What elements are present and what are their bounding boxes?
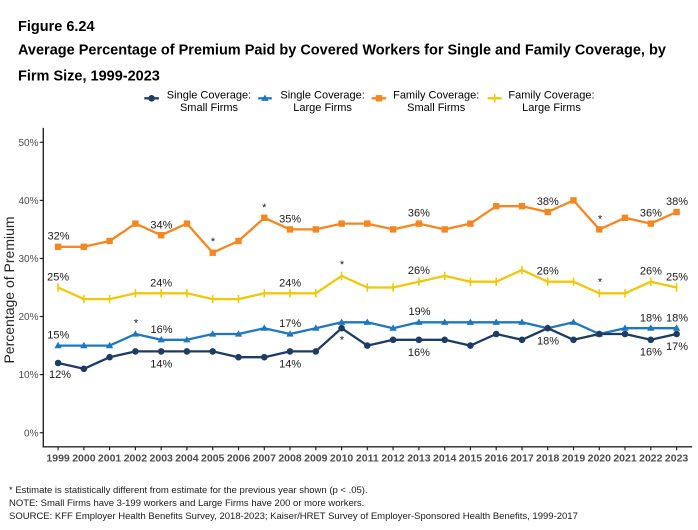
svg-text:*: * [134,317,139,329]
svg-text:25%: 25% [47,271,69,283]
svg-text:*: * [340,335,345,347]
svg-text:16%: 16% [640,346,662,358]
svg-text:16%: 16% [408,347,430,359]
svg-text:26%: 26% [537,266,559,278]
svg-text:30%: 30% [18,254,38,265]
svg-text:2003: 2003 [150,452,174,464]
svg-text:14%: 14% [279,358,301,370]
svg-text:12%: 12% [49,369,71,381]
svg-text:*: * [211,236,216,248]
svg-text:2010: 2010 [330,452,354,464]
svg-text:19%: 19% [408,306,430,318]
svg-text:0%: 0% [24,428,39,439]
svg-text:Large Firms: Large Firms [293,102,352,114]
svg-text:2015: 2015 [459,452,483,464]
svg-text:2013: 2013 [407,452,431,464]
svg-text:2020: 2020 [588,452,612,464]
svg-text:15%: 15% [47,330,69,342]
svg-text:2002: 2002 [124,452,148,464]
svg-text:2005: 2005 [201,452,225,464]
svg-text:2014: 2014 [433,452,457,464]
svg-text:2022: 2022 [639,452,663,464]
svg-text:2016: 2016 [485,452,509,464]
svg-text:32%: 32% [47,231,69,243]
svg-text:*: * [340,259,345,271]
svg-text:38%: 38% [537,196,559,208]
svg-text:25%: 25% [666,272,688,284]
svg-text:10%: 10% [18,370,38,381]
svg-text:* Estimate is statistically di: * Estimate is statistically different fr… [9,485,368,496]
svg-text:*: * [262,202,267,214]
svg-text:18%: 18% [666,312,688,324]
svg-text:Family Coverage:: Family Coverage: [393,89,479,101]
svg-text:1999: 1999 [46,452,70,464]
svg-text:18%: 18% [537,335,559,347]
svg-text:26%: 26% [640,266,662,278]
svg-text:18%: 18% [640,312,662,324]
svg-text:2023: 2023 [665,452,689,464]
svg-text:Single Coverage:: Single Coverage: [280,89,364,101]
svg-text:36%: 36% [408,208,430,220]
svg-text:*: * [598,276,603,288]
svg-text:2011: 2011 [356,452,379,464]
svg-text:Firm Size, 1999-2023: Firm Size, 1999-2023 [18,69,160,85]
svg-text:SOURCE: KFF Employer Health Be: SOURCE: KFF Employer Health Benefits Sur… [9,511,578,522]
svg-text:Single Coverage:: Single Coverage: [167,89,251,101]
svg-text:Family Coverage:: Family Coverage: [508,89,594,101]
svg-text:24%: 24% [279,277,301,289]
svg-text:Small Firms: Small Firms [180,102,239,114]
svg-text:50%: 50% [18,138,38,149]
svg-text:2008: 2008 [278,452,302,464]
svg-text:16%: 16% [150,324,172,336]
svg-text:35%: 35% [279,213,301,225]
svg-text:2000: 2000 [72,452,96,464]
svg-text:40%: 40% [18,196,38,207]
svg-text:NOTE: Small Firms have 3-199 w: NOTE: Small Firms have 3-199 workers and… [9,498,364,509]
svg-text:2018: 2018 [536,452,560,464]
svg-text:2006: 2006 [227,452,251,464]
svg-text:*: * [598,214,603,226]
svg-text:24%: 24% [150,277,172,289]
svg-text:Average Percentage of Premium: Average Percentage of Premium Paid by Co… [18,43,666,59]
svg-text:Percentage of Premium: Percentage of Premium [1,216,17,363]
svg-text:Small Firms: Small Firms [407,102,466,114]
svg-text:2019: 2019 [562,452,586,464]
svg-text:36%: 36% [640,207,662,219]
svg-text:2007: 2007 [253,452,277,464]
svg-text:38%: 38% [666,196,688,208]
svg-text:17%: 17% [279,318,301,330]
svg-text:2001: 2001 [98,452,122,464]
svg-text:2012: 2012 [381,452,405,464]
svg-text:2009: 2009 [304,452,328,464]
svg-text:26%: 26% [408,265,430,277]
svg-text:20%: 20% [18,312,38,323]
svg-text:2004: 2004 [175,452,199,464]
svg-text:2017: 2017 [510,452,534,464]
svg-text:14%: 14% [150,358,172,370]
svg-text:Large Firms: Large Firms [522,102,581,114]
svg-text:34%: 34% [150,219,172,231]
svg-text:Figure 6.24: Figure 6.24 [18,19,95,35]
svg-text:2021: 2021 [613,452,637,464]
svg-text:17%: 17% [666,341,688,353]
